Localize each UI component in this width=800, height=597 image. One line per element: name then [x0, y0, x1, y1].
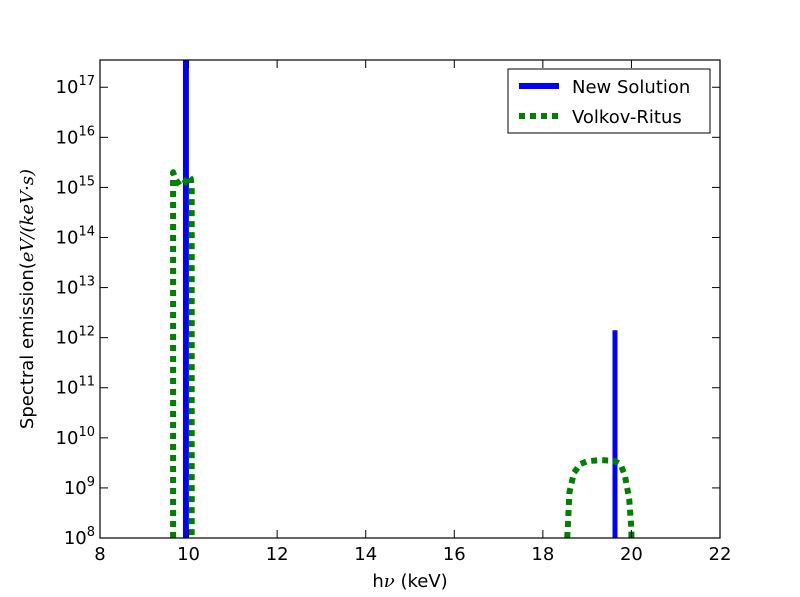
plot-frame [99, 59, 721, 539]
y-tick-label: 1010 [56, 425, 95, 449]
y-tick-label: 1015 [56, 174, 95, 198]
x-axis-label: hν (keV) [372, 571, 447, 592]
x-tick-label: 20 [620, 544, 643, 565]
y-tick-label: 1014 [56, 224, 95, 248]
series-line-volkov-ritus [564, 457, 635, 538]
y-axis-label: Spectral emission(eV/(keV·s) [17, 169, 38, 429]
legend-box [507, 68, 711, 134]
legend-label-new-solution: New Solution [572, 77, 690, 98]
y-tick-label: 1017 [56, 74, 95, 98]
series-layer [170, 60, 635, 538]
y-tick-label: 1012 [56, 325, 95, 349]
legend: New Solution Volkov-Ritus [507, 68, 711, 134]
y-tick-label: 1013 [56, 275, 95, 299]
x-tick-label: 8 [94, 544, 105, 565]
x-tick-label: 16 [443, 544, 466, 565]
x-tick-label: 10 [177, 544, 200, 565]
y-tick-label: 1011 [56, 375, 95, 399]
x-tick-label: 18 [531, 544, 554, 565]
series-line-volkov-ritus [170, 169, 195, 538]
y-tick-label: 108 [64, 525, 95, 549]
x-tick-label: 22 [709, 544, 732, 565]
y-tick-label: 1016 [56, 124, 95, 148]
x-tick-label: 12 [266, 544, 289, 565]
legend-label-volkov-ritus: Volkov-Ritus [572, 107, 682, 128]
ticks-layer: 8 10 12 14 16 18 20 221081091010101110121013101… [56, 60, 732, 565]
x-tick-label: 14 [354, 544, 377, 565]
y-tick-label: 109 [64, 475, 95, 499]
